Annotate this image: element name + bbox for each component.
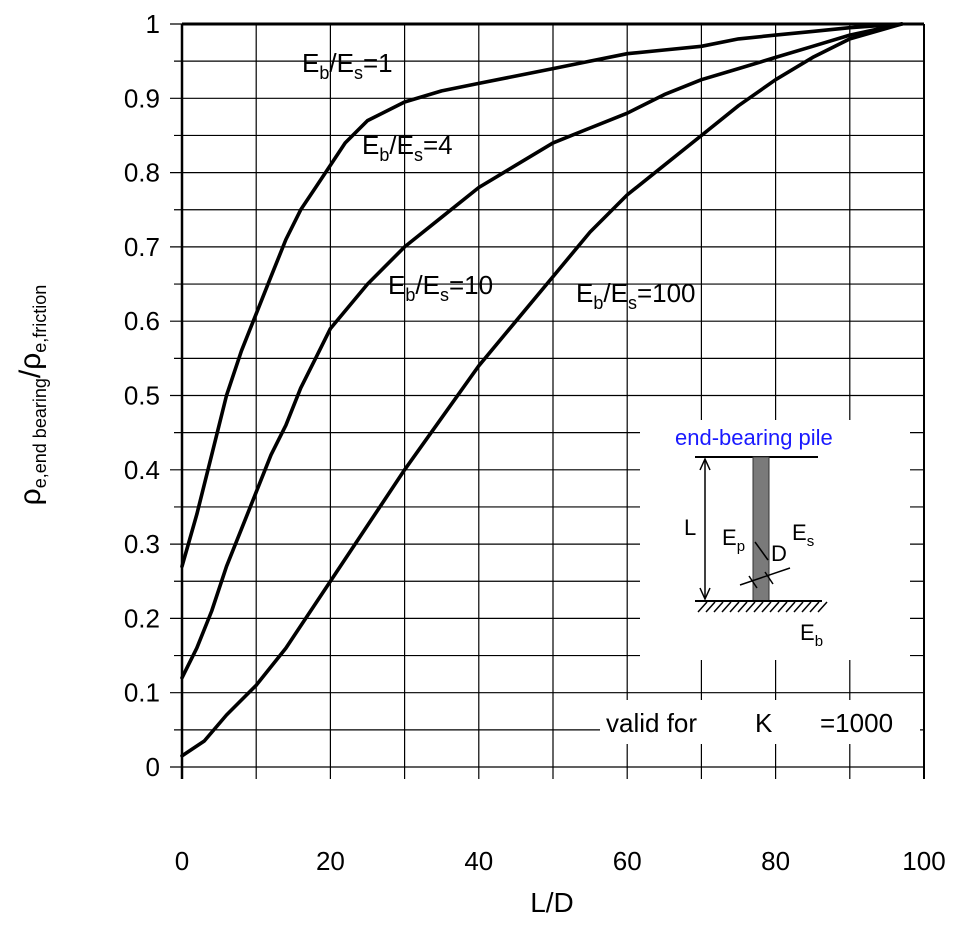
y-tick-label: 0.1 (124, 678, 160, 708)
x-tick-label: 20 (316, 846, 345, 876)
hatch-mark (705, 601, 716, 613)
series-line-3 (180, 22, 904, 758)
x-tick-label: 60 (613, 846, 642, 876)
curve-label-eb-es-10: Eb/Es=10 (388, 270, 493, 305)
curve-label-eb-es-1: Eb/Es=1 (302, 48, 393, 83)
y-tick-label: 0.2 (124, 603, 160, 633)
hatch-mark (697, 601, 708, 613)
inset-label-L: L (684, 515, 696, 540)
hatch-mark (761, 601, 772, 613)
ep-leader-line (754, 541, 769, 561)
y-tick-labels: 0 0.1 0.2 0.3 0.4 0.5 0.6 0.7 0.8 0.9 1 (124, 9, 160, 782)
inset-label-D: D (771, 541, 787, 566)
x-tick-labels: 0 20 40 60 80 100 (175, 846, 946, 876)
hatch-mark (745, 601, 756, 613)
series-group (180, 22, 904, 758)
hatch-mark (777, 601, 788, 613)
y-tick-label: 0.3 (124, 529, 160, 559)
y-axis-rho2: ρ (14, 353, 47, 370)
note-prefix: valid for (606, 708, 697, 738)
hatch-mark (713, 601, 724, 613)
series-line-1 (180, 22, 904, 569)
y-tick-label: 0.6 (124, 306, 160, 336)
note-background (600, 700, 920, 744)
y-axis-rho1: ρ (14, 488, 47, 505)
y-axis-sub2: e,friction (30, 285, 50, 353)
hatch-mark (721, 601, 732, 613)
bearing-stratum-hatch (697, 601, 828, 613)
note-K: K (755, 708, 773, 738)
hatch-mark (729, 601, 740, 613)
y-axis-slash: / (14, 369, 47, 378)
y-axis-title: ρe,end bearing/ρe,friction (14, 285, 50, 506)
curve-label-eb-es-4: Eb/Es=4 (362, 130, 453, 165)
hatch-mark (737, 601, 748, 613)
diameter-leader-line (739, 567, 791, 586)
x-tick-label: 100 (902, 846, 945, 876)
note-suffix: =1000 (820, 708, 893, 738)
y-tick-label: 0 (146, 752, 160, 782)
y-tick-label: 0.5 (124, 381, 160, 411)
inset-background (640, 420, 910, 660)
x-tick-label: 0 (175, 846, 189, 876)
hatch-mark (793, 601, 804, 613)
hatch-mark (785, 601, 796, 613)
curve-label-eb-es-100: Eb/Es=100 (576, 278, 696, 313)
diameter-tick-left (748, 575, 758, 589)
y-tick-label: 0.9 (124, 83, 160, 113)
hatch-mark (753, 601, 764, 613)
validity-note: valid for K =1000 (600, 700, 920, 744)
plot-frame (180, 22, 925, 779)
hatch-mark (801, 601, 812, 613)
inset-label-Es: Es (792, 520, 814, 550)
diameter-tick-right (764, 571, 774, 585)
y-tick-label: 0.8 (124, 158, 160, 188)
inset-label-Eb: Eb (800, 620, 823, 650)
hatch-mark (769, 601, 780, 613)
y-tick-label: 1 (146, 9, 160, 39)
x-tick-label: 40 (464, 846, 493, 876)
x-tick-label: 80 (761, 846, 790, 876)
hatch-mark (809, 601, 820, 613)
length-arrow-top (699, 457, 711, 471)
x-axis-title: L/D (530, 887, 574, 918)
inset-title: end-bearing pile (675, 425, 833, 450)
curve-labels: Eb/Es=1 Eb/Es=4 Eb/Es=10 Eb/Es=100 (302, 48, 696, 313)
pile-inset: end-bearing pile L Ep D Es Eb (640, 420, 910, 660)
y-tick-label: 0.4 (124, 455, 160, 485)
series-line-2 (180, 22, 904, 680)
y-tick-label: 0.7 (124, 232, 160, 262)
length-arrow-bottom (699, 587, 711, 601)
hatch-mark (817, 601, 828, 613)
y-axis-sub1: e,end bearing (30, 378, 50, 488)
inset-label-Ep: Ep (722, 525, 745, 555)
